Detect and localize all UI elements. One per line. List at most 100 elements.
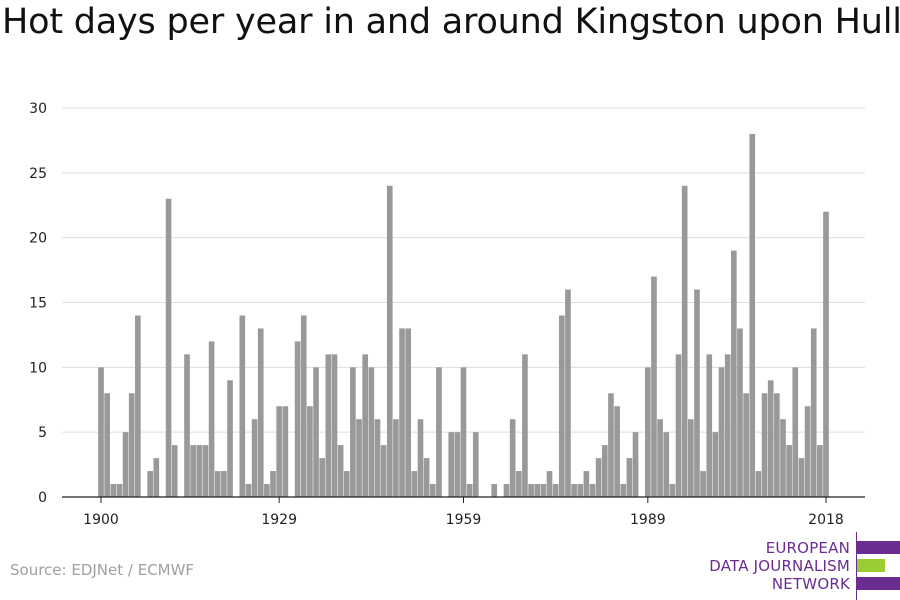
bar (202, 445, 209, 497)
bar (386, 185, 393, 498)
y-tick-label: 5 (38, 425, 47, 441)
x-tick-label: 2018 (808, 512, 844, 528)
bar (251, 419, 258, 497)
bar (749, 133, 756, 497)
bar (761, 393, 768, 497)
bar (128, 393, 135, 497)
bar (552, 484, 559, 497)
bar (257, 328, 264, 497)
y-tick-label: 25 (29, 166, 47, 182)
bar (571, 484, 577, 497)
bar (331, 354, 338, 497)
bar (626, 458, 633, 497)
bar (608, 393, 614, 497)
bar (405, 328, 412, 497)
bar (565, 289, 571, 497)
bar (515, 471, 522, 497)
bar (706, 354, 713, 497)
bar (239, 315, 246, 497)
x-tick-label: 1900 (83, 512, 119, 528)
bar (165, 198, 172, 497)
bar (184, 354, 190, 497)
logo-line-1: EUROPEAN (765, 539, 850, 557)
bar (731, 250, 737, 497)
bar (214, 471, 221, 497)
bar (491, 484, 498, 497)
bar (343, 471, 350, 497)
bar (270, 471, 276, 497)
bar (122, 432, 129, 497)
logo-bar-green (857, 559, 885, 572)
bar (645, 367, 651, 497)
edjnet-logo: EUROPEAN DATA JOURNALISM NETWORK (700, 532, 900, 600)
bar (712, 432, 719, 497)
bar (147, 471, 153, 497)
logo-line-3: NETWORK (771, 575, 850, 593)
bar (675, 354, 682, 497)
bar (282, 406, 289, 497)
bar (135, 315, 141, 497)
logo-bar-purple-bottom (857, 577, 900, 590)
bar (466, 484, 473, 497)
bar (743, 393, 749, 497)
bar (620, 484, 627, 497)
bar (300, 315, 307, 497)
bar (509, 419, 516, 497)
bar (700, 471, 706, 497)
chart-title: Hot days per year in and around Kingston… (2, 2, 900, 42)
bar (110, 484, 117, 497)
bar (774, 393, 780, 497)
bar (337, 445, 344, 497)
bar (823, 211, 829, 498)
bar (724, 354, 731, 497)
y-tick-label: 10 (29, 360, 47, 376)
logo-line-2: DATA JOURNALISM (709, 557, 850, 575)
bar (694, 289, 700, 497)
bar (356, 419, 362, 497)
bar (429, 484, 436, 497)
bar (534, 484, 541, 497)
bar (681, 185, 688, 498)
bar (221, 471, 227, 497)
bar (595, 458, 602, 497)
bar (171, 445, 178, 497)
bar (104, 393, 110, 497)
bar (436, 367, 442, 497)
bar (368, 367, 375, 497)
bar (362, 354, 369, 497)
bar (423, 458, 430, 497)
y-tick-label: 30 (29, 101, 47, 117)
bar (780, 419, 786, 497)
bars (98, 133, 829, 498)
logo-divider (856, 532, 857, 600)
bar (577, 484, 584, 497)
bar (245, 484, 252, 497)
bar (810, 328, 817, 497)
bar (786, 445, 792, 497)
y-tick-label: 0 (38, 490, 47, 506)
bar (688, 419, 694, 497)
bar (98, 367, 104, 497)
bar (804, 406, 811, 497)
bar (325, 354, 332, 497)
bar (718, 367, 725, 497)
bar (393, 419, 399, 497)
bar-chart: 0 5 10 15 20 25 30 1900 1929 1959 1989 2018 (29, 101, 865, 528)
bar (522, 354, 528, 497)
bar (792, 367, 799, 497)
bar (417, 419, 424, 497)
bar (546, 471, 553, 497)
bar (264, 484, 270, 497)
bar (472, 432, 479, 497)
bar (380, 445, 387, 497)
bar (817, 445, 823, 497)
bar (558, 315, 565, 497)
bar (798, 458, 805, 497)
bar (583, 471, 590, 497)
bar (196, 445, 203, 497)
source-note: Source: EDJNet / ECMWF (10, 561, 195, 579)
logo-bar-purple-top (857, 541, 900, 554)
bar (528, 484, 534, 497)
bar (737, 328, 743, 497)
bar (540, 484, 547, 497)
